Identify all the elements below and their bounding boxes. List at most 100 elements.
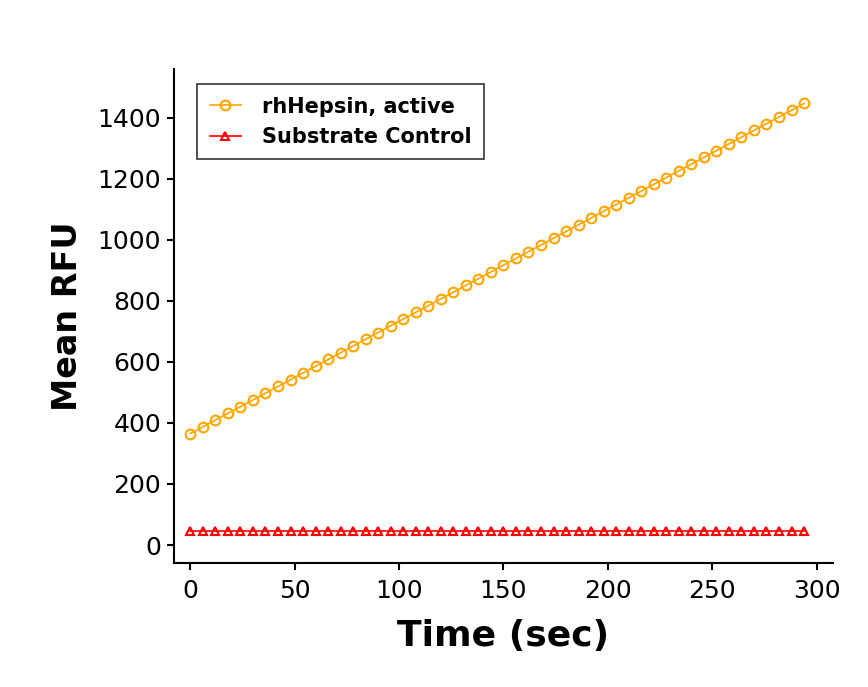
rhHepsin, active xyxy=(311,362,321,370)
rhHepsin, active xyxy=(486,268,496,276)
Substrate Control xyxy=(385,527,396,535)
Substrate Control xyxy=(598,527,608,535)
Substrate Control xyxy=(423,527,433,535)
rhHepsin, active xyxy=(574,221,584,229)
rhHepsin, active xyxy=(298,369,308,377)
rhHepsin, active xyxy=(523,247,534,256)
rhHepsin, active xyxy=(335,348,345,357)
rhHepsin, active xyxy=(323,355,333,363)
Substrate Control xyxy=(360,527,371,535)
Substrate Control xyxy=(486,527,496,535)
Line: Substrate Control: Substrate Control xyxy=(186,527,808,535)
rhHepsin, active xyxy=(198,423,208,431)
rhHepsin, active xyxy=(436,295,446,303)
rhHepsin, active xyxy=(724,139,734,148)
Substrate Control xyxy=(348,527,358,535)
Substrate Control xyxy=(210,527,220,535)
rhHepsin, active xyxy=(448,288,458,296)
rhHepsin, active xyxy=(598,207,608,216)
Substrate Control xyxy=(736,527,746,535)
Substrate Control xyxy=(448,527,458,535)
rhHepsin, active xyxy=(348,342,358,350)
Substrate Control xyxy=(623,527,634,535)
Substrate Control xyxy=(749,527,760,535)
Substrate Control xyxy=(674,527,684,535)
Substrate Control xyxy=(436,527,446,535)
Substrate Control xyxy=(198,527,208,535)
rhHepsin, active xyxy=(398,315,409,323)
rhHepsin, active xyxy=(286,376,296,384)
Substrate Control xyxy=(686,527,696,535)
Substrate Control xyxy=(523,527,534,535)
Legend: rhHepsin, active, Substrate Control: rhHepsin, active, Substrate Control xyxy=(197,84,484,159)
rhHepsin, active xyxy=(461,281,471,289)
Substrate Control xyxy=(473,527,483,535)
Substrate Control xyxy=(311,527,321,535)
Substrate Control xyxy=(398,527,409,535)
Substrate Control xyxy=(323,527,333,535)
rhHepsin, active xyxy=(373,328,384,337)
Substrate Control xyxy=(711,527,721,535)
Substrate Control xyxy=(510,527,521,535)
rhHepsin, active xyxy=(699,153,709,161)
rhHepsin, active xyxy=(611,201,621,209)
rhHepsin, active xyxy=(761,120,772,128)
rhHepsin, active xyxy=(674,167,684,175)
rhHepsin, active xyxy=(411,308,421,317)
rhHepsin, active xyxy=(636,187,647,195)
X-axis label: Time (sec): Time (sec) xyxy=(398,619,609,653)
rhHepsin, active xyxy=(223,409,233,418)
Substrate Control xyxy=(373,527,384,535)
rhHepsin, active xyxy=(661,174,672,182)
Substrate Control xyxy=(335,527,345,535)
rhHepsin, active xyxy=(586,214,596,222)
rhHepsin, active xyxy=(185,429,195,438)
Substrate Control xyxy=(273,527,283,535)
Substrate Control xyxy=(574,527,584,535)
rhHepsin, active xyxy=(473,275,483,283)
Substrate Control xyxy=(786,527,797,535)
rhHepsin, active xyxy=(360,335,371,344)
Substrate Control xyxy=(247,527,258,535)
rhHepsin, active xyxy=(711,146,721,155)
rhHepsin, active xyxy=(260,389,271,397)
Substrate Control xyxy=(636,527,647,535)
Substrate Control xyxy=(648,527,659,535)
Substrate Control xyxy=(761,527,772,535)
Substrate Control xyxy=(799,527,809,535)
rhHepsin, active xyxy=(736,133,746,142)
rhHepsin, active xyxy=(423,302,433,310)
Substrate Control xyxy=(586,527,596,535)
Substrate Control xyxy=(461,527,471,535)
rhHepsin, active xyxy=(385,322,396,330)
Substrate Control xyxy=(561,527,571,535)
rhHepsin, active xyxy=(773,113,784,121)
rhHepsin, active xyxy=(799,100,809,108)
Substrate Control xyxy=(724,527,734,535)
rhHepsin, active xyxy=(561,227,571,236)
Substrate Control xyxy=(260,527,271,535)
rhHepsin, active xyxy=(686,160,696,168)
rhHepsin, active xyxy=(536,241,546,249)
rhHepsin, active xyxy=(749,126,760,135)
rhHepsin, active xyxy=(498,261,509,269)
Y-axis label: Mean RFU: Mean RFU xyxy=(50,221,83,411)
Substrate Control xyxy=(611,527,621,535)
Substrate Control xyxy=(185,527,195,535)
rhHepsin, active xyxy=(786,106,797,114)
Substrate Control xyxy=(773,527,784,535)
Substrate Control xyxy=(661,527,672,535)
rhHepsin, active xyxy=(247,396,258,404)
Substrate Control xyxy=(536,527,546,535)
rhHepsin, active xyxy=(273,382,283,390)
Substrate Control xyxy=(498,527,509,535)
Substrate Control xyxy=(699,527,709,535)
Line: rhHepsin, active: rhHepsin, active xyxy=(186,99,809,438)
rhHepsin, active xyxy=(648,180,659,188)
Substrate Control xyxy=(286,527,296,535)
rhHepsin, active xyxy=(549,234,559,243)
rhHepsin, active xyxy=(235,403,246,411)
Substrate Control xyxy=(411,527,421,535)
Substrate Control xyxy=(298,527,308,535)
Substrate Control xyxy=(223,527,233,535)
